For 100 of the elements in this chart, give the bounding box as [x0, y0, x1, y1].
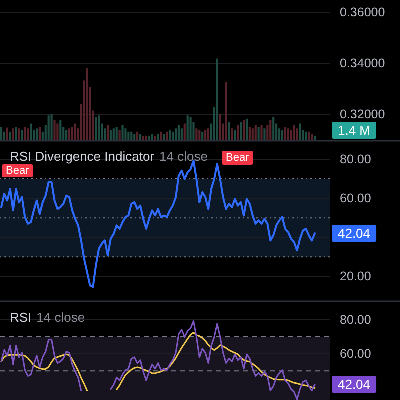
- bar: [178, 125, 180, 140]
- bar: [272, 117, 275, 140]
- y-tick-label: 60.00: [340, 347, 372, 362]
- data-label: 42.04: [338, 226, 371, 242]
- bar: [314, 136, 316, 140]
- y-tick-label: 80.00: [340, 313, 372, 328]
- bar: [142, 136, 144, 140]
- bar: [74, 124, 76, 140]
- bar: [118, 130, 121, 140]
- bar: [86, 68, 88, 140]
- bar: [24, 127, 26, 140]
- bar: [9, 132, 12, 140]
- text: RSI: [10, 310, 32, 325]
- bar: [128, 132, 130, 140]
- bar: [296, 128, 298, 140]
- y-tick-label: 60.00: [340, 192, 372, 206]
- bar: [21, 130, 24, 140]
- bar: [264, 128, 266, 140]
- bar: [260, 125, 263, 140]
- bar: [299, 124, 302, 140]
- bar: [234, 130, 236, 140]
- bar: [287, 128, 290, 140]
- bar: [180, 128, 183, 140]
- text: 1.4 M: [338, 123, 371, 138]
- bar: [284, 127, 286, 140]
- bar: [134, 134, 136, 140]
- annotation: Bear: [226, 152, 250, 164]
- bar: [169, 130, 172, 140]
- bar: [18, 128, 20, 140]
- bar: [95, 117, 98, 140]
- bar: [122, 125, 124, 140]
- bar: [204, 130, 207, 140]
- bar: [112, 128, 115, 140]
- bar: [258, 127, 260, 140]
- bar: [116, 127, 118, 140]
- bar: [207, 128, 210, 140]
- bar: [60, 120, 62, 140]
- bar: [124, 128, 127, 140]
- bar: [237, 125, 240, 140]
- bar: [66, 130, 68, 140]
- bar: [186, 116, 189, 140]
- bar: [36, 128, 38, 140]
- bar: [130, 132, 133, 140]
- bar: [50, 114, 53, 140]
- bar: [139, 134, 142, 140]
- bar: [30, 124, 32, 140]
- bar: [190, 117, 192, 140]
- bar: [68, 128, 71, 140]
- bar: [166, 132, 168, 140]
- bar: [248, 127, 251, 140]
- bar: [252, 128, 254, 140]
- bar: [54, 120, 56, 140]
- data-label: 42.04: [338, 377, 371, 392]
- bar: [254, 125, 257, 140]
- bar: [12, 128, 14, 140]
- bar: [308, 132, 310, 140]
- bar: [305, 132, 308, 140]
- bar: [293, 125, 296, 140]
- bar: [311, 134, 314, 140]
- bar: [225, 82, 228, 140]
- bar: [145, 136, 148, 140]
- bar: [157, 134, 160, 140]
- text: 14 close: [160, 149, 208, 164]
- y-tick-label: 0.36000: [340, 6, 386, 20]
- bar: [160, 132, 162, 140]
- y-tick-label: 20.00: [340, 270, 372, 284]
- bar: [240, 122, 242, 140]
- bar: [242, 120, 246, 140]
- bar: [184, 124, 186, 140]
- bar: [27, 128, 30, 140]
- bar: [246, 118, 248, 140]
- text: RSI Divergence Indicator: [10, 149, 156, 164]
- bar: [228, 122, 230, 140]
- bar: [154, 136, 156, 140]
- bar: [48, 116, 50, 140]
- y-tick-label: 0.32000: [340, 108, 386, 122]
- bar: [38, 127, 41, 140]
- bar: [148, 136, 150, 140]
- bar: [196, 128, 198, 140]
- bar: [198, 130, 201, 140]
- y-tick-label: 0.34000: [340, 56, 386, 71]
- bar: [174, 128, 178, 140]
- bar: [15, 127, 18, 140]
- annotation: Bear: [6, 165, 30, 177]
- bar: [56, 124, 59, 140]
- bar: [270, 120, 272, 140]
- bar: [6, 128, 8, 140]
- bar: [71, 127, 74, 140]
- bar: [163, 134, 166, 140]
- bar: [231, 128, 234, 140]
- bar: [98, 116, 100, 140]
- bar: [202, 132, 204, 140]
- y-tick-label: 80.00: [340, 152, 372, 167]
- bar: [136, 132, 139, 140]
- bar: [106, 125, 110, 140]
- bar: [172, 132, 174, 140]
- bar: [0, 127, 3, 140]
- bar: [151, 134, 154, 140]
- bar: [216, 58, 218, 140]
- bar: [110, 130, 112, 140]
